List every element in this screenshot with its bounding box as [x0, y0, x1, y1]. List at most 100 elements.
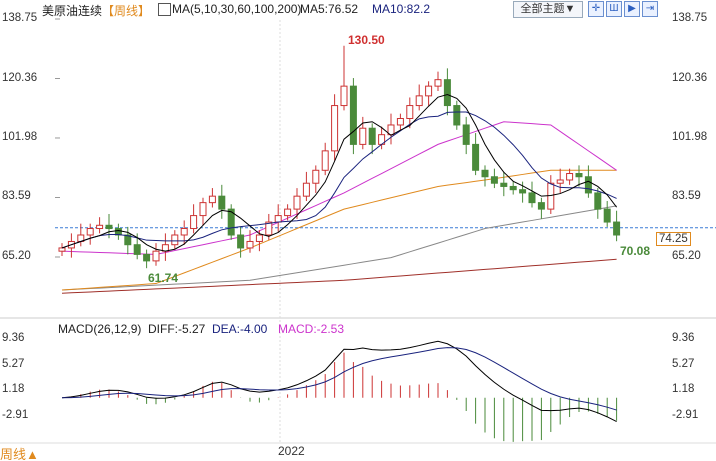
macd-tick-left: 1.18 [2, 383, 25, 396]
candle-body [443, 79, 451, 107]
candle-body [415, 95, 423, 107]
crosshair-icon[interactable]: ✛ [588, 1, 604, 17]
candle-body [124, 234, 132, 246]
macd-tick-right: -2.91 [672, 409, 699, 421]
ma10-line [61, 111, 617, 249]
macd-value: MACD:-2.53 [278, 322, 345, 336]
price-tick-right: 101.98 [672, 130, 708, 143]
candle-body [396, 118, 404, 126]
macd-tick-right: 9.36 [672, 332, 695, 344]
candle-body [425, 85, 433, 97]
year-label: 2022 [278, 444, 305, 458]
candle-body [161, 244, 169, 252]
macd-dea: DEA:-4.00 [212, 322, 268, 336]
instrument-title: 美原油连续 [42, 4, 103, 18]
ma30-line [61, 121, 617, 255]
last-price-label: 74.25 [656, 232, 691, 246]
candle-body [331, 105, 339, 152]
candle-body [152, 250, 160, 262]
candle-body [180, 228, 188, 236]
ma200-line [61, 258, 617, 294]
low-annotation: 61.74 [148, 271, 179, 285]
candle-body [255, 234, 263, 242]
candle-body [105, 224, 113, 230]
candle-body [190, 215, 198, 230]
candle-body [500, 182, 508, 187]
candle-body [528, 192, 536, 204]
candle-body [575, 173, 583, 178]
macd-tick-right: 1.18 [672, 383, 695, 396]
price-tick-left: 120.36 [2, 71, 38, 84]
dea-line [61, 347, 617, 411]
macd-diff: DIFF:-5.27 [148, 322, 206, 336]
candle-body [302, 182, 310, 197]
candle-body [349, 85, 357, 145]
price-tick-right: 83.59 [672, 190, 701, 203]
exit-icon[interactable]: ⇥ [642, 1, 658, 17]
candle-body [312, 169, 320, 184]
playback-icon[interactable]: ▶ [624, 1, 640, 17]
candle-body [293, 195, 301, 210]
price-tick-left: 138.75 [2, 12, 38, 24]
ma60-line [61, 169, 617, 291]
candle-body [434, 79, 442, 87]
candle-body [284, 208, 292, 217]
candle-body [481, 169, 489, 178]
candle-body [406, 105, 414, 120]
candle-body [265, 221, 273, 236]
macd-tick-left: 5.27 [2, 357, 25, 370]
macd-tick-left: 9.36 [2, 332, 25, 344]
candle-body [321, 150, 329, 171]
candle-body [199, 202, 207, 217]
price-tick-left: 101.98 [2, 130, 38, 143]
candle-body [359, 127, 367, 145]
price-tick-left: 83.59 [2, 190, 31, 203]
candle-body [547, 182, 555, 210]
candle-body [603, 208, 611, 223]
macd-tick-left: -2.91 [2, 409, 29, 421]
candle-body [368, 127, 376, 145]
period-label[interactable]: 【周线】 [102, 4, 151, 18]
candle-body [133, 244, 141, 255]
candle-body [237, 234, 245, 249]
ma-settings-icon[interactable] [158, 3, 171, 16]
high-annotation: 130.50 [348, 33, 385, 47]
theme-dropdown[interactable]: 全部主题▼ [513, 1, 583, 18]
macd-label: MACD(26,12,9) [58, 322, 142, 336]
ma100-line [61, 205, 617, 291]
price-tick-left: 65.20 [2, 250, 31, 262]
price-tick-right: 65.20 [672, 250, 701, 262]
ma-label: MA(5,10,30,60,100,200) [172, 2, 302, 16]
diff-line [61, 340, 617, 422]
candle-body [143, 253, 151, 262]
candle-body [274, 215, 282, 223]
candle-body [340, 85, 348, 107]
candle-body [594, 192, 602, 210]
chart-type-icon[interactable]: Ш [606, 1, 622, 17]
price-tick-right: 138.75 [672, 12, 708, 24]
candle-body [58, 247, 66, 252]
candle-body [537, 202, 545, 210]
candle-body [96, 224, 104, 230]
candle-body [86, 228, 94, 236]
candle-body [208, 195, 216, 204]
candle-body [490, 176, 498, 184]
candle-body [566, 173, 574, 181]
candle-body [519, 189, 527, 194]
candle-body [509, 185, 517, 191]
candle-body [556, 179, 564, 184]
candle-body [584, 176, 592, 194]
ma5-line [61, 94, 617, 252]
macd-tick-right: 5.27 [672, 357, 695, 370]
candle-body [613, 221, 621, 236]
candle-body [453, 105, 461, 126]
candle-body [462, 124, 470, 145]
ma10-value: MA10:82.2 [372, 2, 431, 16]
candle-body [218, 195, 226, 210]
period-switch[interactable]: 周线▲ [0, 447, 39, 461]
candle-body [472, 143, 480, 171]
recent-low-annotation: 70.08 [620, 244, 651, 258]
price-tick-right: 120.36 [672, 71, 708, 84]
